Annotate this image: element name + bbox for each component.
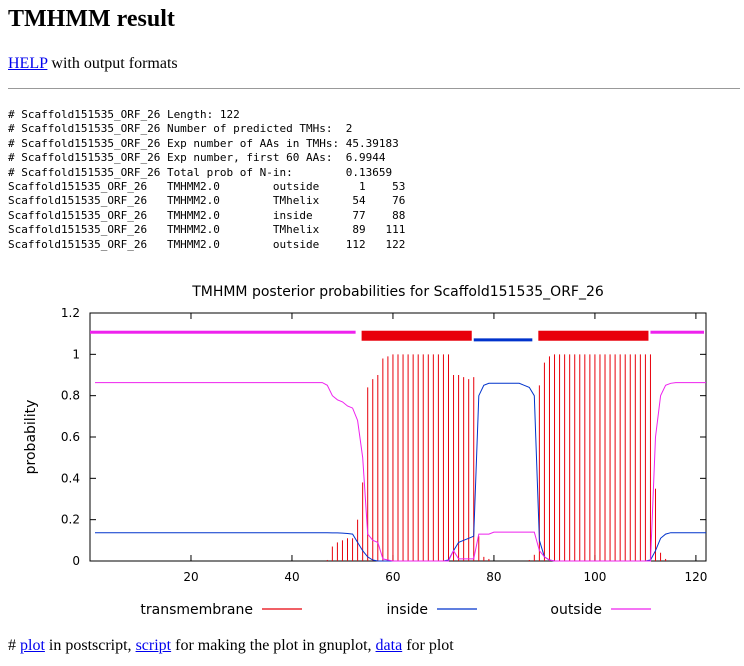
footer-text: for plot [402, 637, 454, 654]
inside-line [95, 382, 706, 562]
result-output: # Scaffold151535_ORF_26 Length: 122 # Sc… [8, 108, 405, 252]
result-header-line: # Scaffold151535_ORF_26 Length: 122 [8, 108, 240, 121]
footer-line: # plot in postscript, script for making … [8, 637, 454, 655]
page-title: TMHMM result [8, 6, 175, 32]
help-suffix: with output formats [47, 55, 178, 72]
legend-label-outside: outside [550, 602, 602, 618]
y-tick-label: 0.4 [61, 471, 80, 485]
result-header-line: # Scaffold151535_ORF_26 Exp number, firs… [8, 151, 386, 165]
posterior-probability-chart: TMHMM posterior probabilities for Scaffo… [23, 284, 707, 618]
footer-prefix: # [8, 637, 20, 654]
y-tick-label: 0.8 [61, 389, 80, 403]
x-tick-label: 120 [684, 570, 707, 584]
footer-text: in postscript, [44, 637, 136, 654]
plot-area: 0 0.2 0.4 0.6 0.8 1 1.2 20 40 60 80 100 120 [61, 306, 707, 584]
chart-title: TMHMM posterior probabilities for Scaffo… [191, 284, 604, 300]
y-tick-label: 1.2 [61, 306, 80, 320]
topology-bar-inside [473, 338, 533, 342]
result-header-line: # Scaffold151535_ORF_26 Total prob of N-… [8, 165, 393, 179]
script-link[interactable]: script [135, 637, 172, 654]
outside-line [95, 382, 706, 562]
x-tick-label: 40 [284, 570, 299, 584]
topology-bar-outside [650, 330, 704, 334]
x-tick-label: 80 [486, 570, 501, 584]
topology-bar-outside [90, 330, 356, 334]
y-tick-label: 1 [72, 347, 80, 361]
result-row: Scaffold151535_ORF_26 TMHMM2.0 outside 1… [8, 237, 406, 251]
x-tick-label: 20 [183, 570, 198, 584]
topology-bar-tmhelix [361, 330, 472, 341]
y-tick-label: 0 [72, 554, 80, 568]
result-header-line: # Scaffold151535_ORF_26 Exp number of AA… [8, 136, 399, 150]
y-tick-label: 0.2 [61, 513, 80, 527]
help-link[interactable]: HELP [8, 55, 48, 72]
y-tick-label: 0.6 [61, 430, 80, 444]
topology-bar-tmhelix [538, 330, 649, 341]
data-link[interactable]: data [375, 637, 403, 654]
x-tick-label: 100 [583, 570, 606, 584]
help-line: HELP with output formats [8, 55, 178, 73]
legend-label-inside: inside [387, 602, 428, 618]
result-header-line: # Scaffold151535_ORF_26 Number of predic… [8, 122, 353, 136]
result-row: Scaffold151535_ORF_26 TMHMM2.0 inside 77… [8, 208, 406, 222]
footer-text: for making the plot in gnuplot, [171, 637, 376, 654]
separator [8, 88, 740, 89]
result-rows: Scaffold151535_ORF_26 TMHMM2.0 outside 1… [8, 180, 405, 251]
legend-label-transmembrane: transmembrane [140, 602, 253, 618]
x-tick-label: 60 [385, 570, 400, 584]
result-row: Scaffold151535_ORF_26 TMHMM2.0 outside 1… [8, 180, 406, 194]
result-row: Scaffold151535_ORF_26 TMHMM2.0 TMhelix 8… [8, 223, 406, 237]
plot-link[interactable]: plot [20, 637, 45, 654]
y-axis-label: probability [23, 400, 39, 475]
result-row: Scaffold151535_ORF_26 TMHMM2.0 TMhelix 5… [8, 194, 406, 208]
legend: transmembrane inside outside [140, 602, 651, 618]
